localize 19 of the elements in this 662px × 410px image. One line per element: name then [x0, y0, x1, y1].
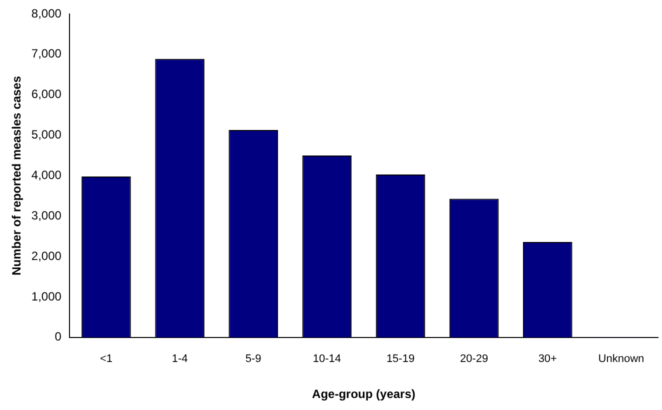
x-tick-label: <1 — [100, 353, 112, 366]
y-tick-label: 2,000 — [31, 248, 62, 263]
y-tick-label: 6,000 — [31, 87, 62, 102]
x-tick-label: 30+ — [538, 353, 557, 366]
y-tick-label: 4,000 — [31, 168, 62, 182]
y-tick-label: 1,000 — [31, 289, 62, 304]
y-tick-label: 5,000 — [31, 128, 62, 142]
y-tick-label: 7,000 — [31, 46, 62, 61]
y-tick-label: 0 — [54, 330, 62, 344]
x-tick-label: 10-14 — [312, 353, 341, 366]
x-tick-label: 5-9 — [245, 353, 262, 366]
y-tick-label: 3,000 — [31, 208, 62, 222]
x-tick-label: 20-29 — [460, 353, 488, 366]
x-tick-label: 1-4 — [172, 353, 188, 366]
y-tick-label: 8,000 — [31, 6, 62, 20]
x-tick-label: Unknown — [598, 353, 644, 366]
x-tick-label: 15-19 — [386, 353, 415, 366]
x-axis-title: Age-group (years) — [312, 387, 416, 402]
y-axis-title: Number of reported measles cases — [10, 76, 24, 276]
